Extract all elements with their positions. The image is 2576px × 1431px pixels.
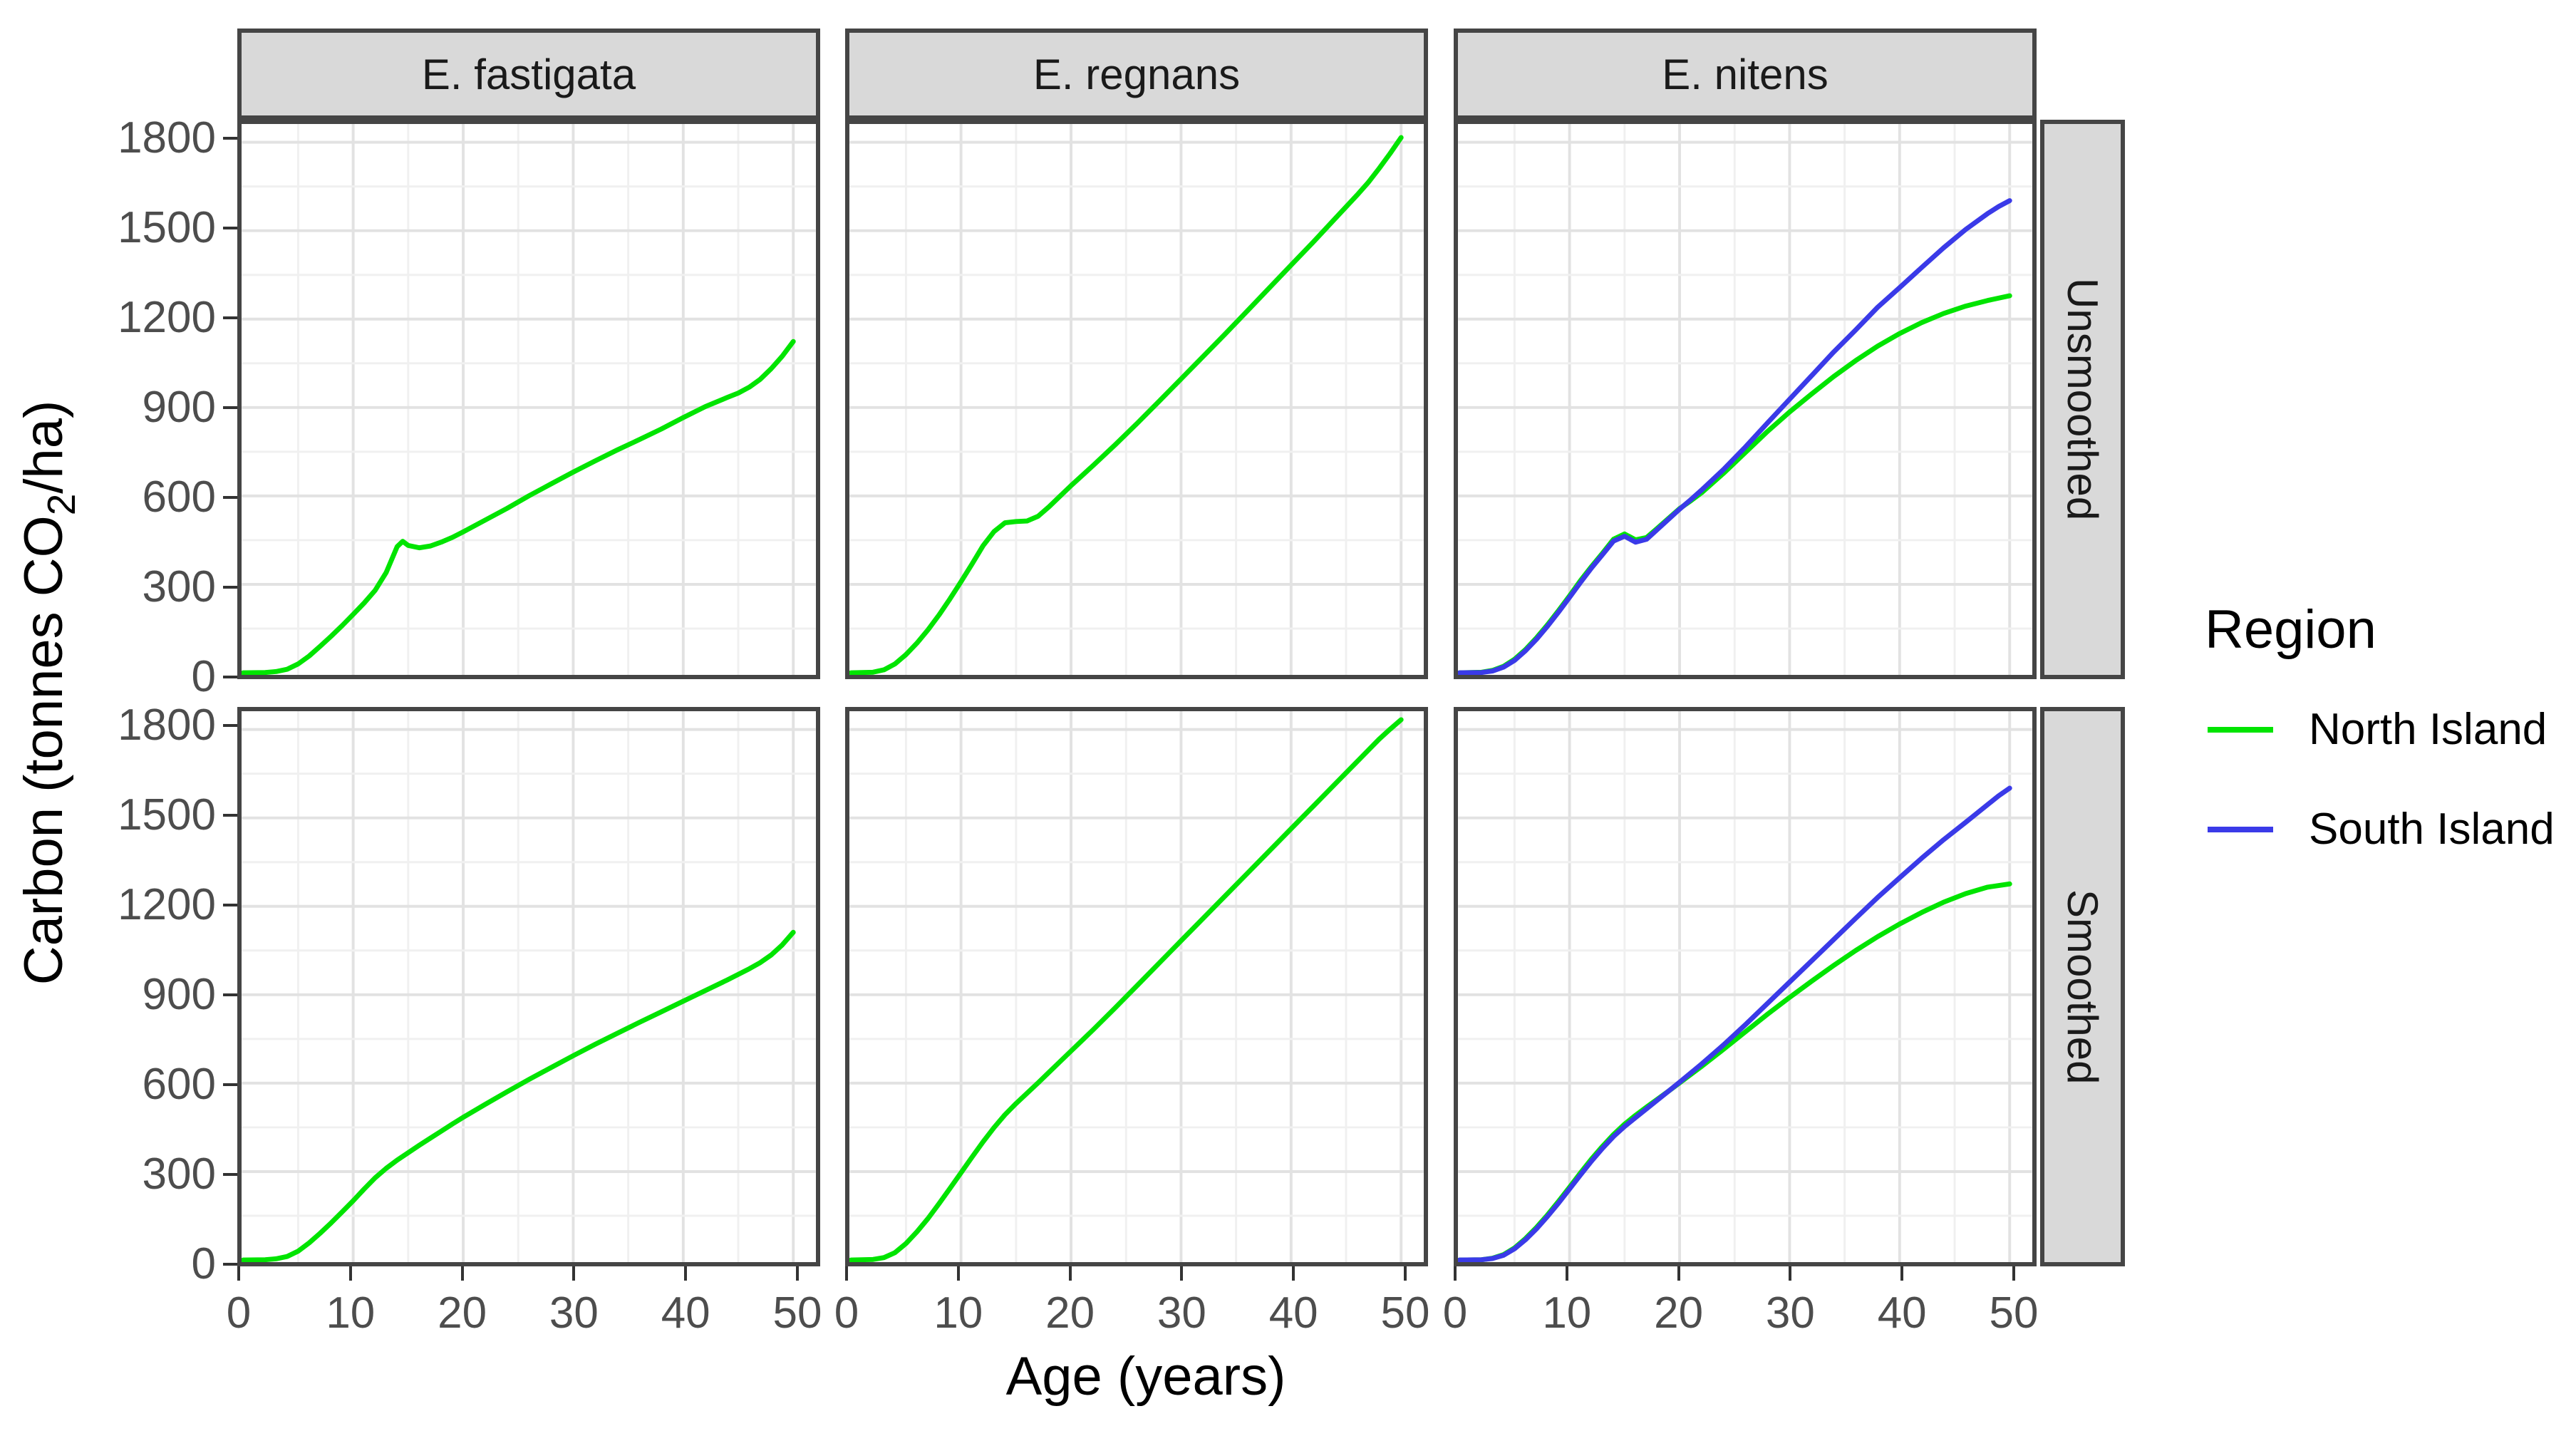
y-tick-label: 600: [142, 1060, 216, 1109]
x-tick-label: 30: [549, 1288, 599, 1338]
x-tick-label: 0: [226, 1288, 252, 1338]
y-tick-label: 300: [142, 562, 216, 611]
x-tick-mark: [1789, 1266, 1792, 1281]
x-tick-label: 50: [1989, 1288, 2039, 1338]
x-tick-label: 10: [1542, 1288, 1592, 1338]
y-tick-label: 1800: [118, 113, 216, 162]
north-island-line-swatch: [2208, 726, 2273, 733]
y-tick-label: 1200: [118, 880, 216, 929]
x-tick-mark: [1565, 1266, 1568, 1281]
legend-title: Region: [2205, 599, 2376, 660]
x-tick-label: 20: [1045, 1288, 1095, 1338]
y-tick-label: 300: [142, 1150, 216, 1199]
y-tick-label: 1500: [118, 203, 216, 252]
x-tick-mark: [237, 1266, 240, 1281]
y-tick-mark: [223, 227, 237, 229]
series-line-north-island: [242, 339, 796, 675]
y-tick-label: 0: [191, 652, 216, 701]
y-tick-mark: [223, 496, 237, 499]
panel-e-fastigata-smoothed: [237, 707, 820, 1266]
y-tick-label: 1500: [118, 790, 216, 840]
south-island-line-swatch: [2208, 826, 2273, 832]
x-tick-mark: [460, 1266, 464, 1281]
y-tick-mark: [223, 586, 237, 589]
x-tick-label: 10: [326, 1288, 376, 1338]
y-tick-label: 0: [191, 1239, 216, 1288]
facet-strip-e-nitens: E. nitens: [1454, 29, 2037, 120]
x-tick-label: 20: [438, 1288, 487, 1338]
x-tick-label: 20: [1654, 1288, 1704, 1338]
y-tick-mark: [223, 1083, 237, 1086]
legend-entry-south-island: South Island: [2195, 804, 2555, 854]
x-tick-mark: [1068, 1266, 1072, 1281]
x-tick-mark: [796, 1266, 799, 1281]
panel-e-regnans-smoothed: [845, 707, 1428, 1266]
x-tick-mark: [845, 1266, 848, 1281]
x-tick-mark: [1292, 1266, 1295, 1281]
y-tick-label: 1200: [118, 293, 216, 342]
x-tick-label: 0: [1442, 1288, 1468, 1338]
y-tick-mark: [223, 406, 237, 409]
x-tick-mark: [1180, 1266, 1184, 1281]
x-tick-mark: [348, 1266, 352, 1281]
y-tick-mark: [223, 137, 237, 140]
y-tick-mark: [223, 1173, 237, 1176]
y-tick-mark: [223, 724, 237, 727]
panel-e-regnans-unsmoothed: [845, 120, 1428, 679]
x-tick-label: 10: [933, 1288, 983, 1338]
y-tick-mark: [223, 993, 237, 996]
x-axis-title: Age (years): [1005, 1346, 1286, 1407]
series-line-north-island: [849, 135, 1404, 675]
facet-strip-smoothed: Smoothed: [2040, 707, 2125, 1266]
x-tick-mark: [2012, 1266, 2015, 1281]
x-tick-label: 40: [661, 1288, 710, 1338]
y-tick-label: 900: [142, 383, 216, 432]
series-line-north-island: [242, 929, 796, 1262]
panel-e-nitens-smoothed: [1454, 707, 2037, 1266]
series-line-north-island: [849, 717, 1404, 1262]
x-tick-mark: [1900, 1266, 1904, 1281]
x-tick-label: 30: [1765, 1288, 1815, 1338]
panel-e-nitens-unsmoothed: [1454, 120, 2037, 679]
y-tick-mark: [223, 1263, 237, 1266]
series-line-south-island: [1458, 198, 2012, 675]
x-tick-mark: [956, 1266, 960, 1281]
y-tick-label: 900: [142, 970, 216, 1019]
legend-label-north-island: North Island: [2309, 705, 2547, 754]
facet-strip-e-fastigata: E. fastigata: [237, 29, 820, 120]
panel-e-fastigata-unsmoothed: [237, 120, 820, 679]
legend-entry-north-island: North Island: [2195, 704, 2547, 755]
y-tick-label: 600: [142, 472, 216, 522]
facet-strip-unsmoothed: Unsmoothed: [2040, 120, 2125, 679]
x-tick-label: 50: [1380, 1288, 1430, 1338]
legend: Region North Island South Island: [2195, 599, 2572, 854]
y-tick-mark: [223, 316, 237, 319]
y-tick-mark: [223, 676, 237, 678]
x-tick-label: 40: [1877, 1288, 1927, 1338]
x-tick-label: 0: [834, 1288, 859, 1338]
x-tick-mark: [1454, 1266, 1457, 1281]
x-tick-label: 40: [1268, 1288, 1318, 1338]
y-tick-mark: [223, 904, 237, 906]
legend-label-south-island: South Island: [2309, 805, 2555, 854]
x-tick-mark: [1677, 1266, 1680, 1281]
x-tick-mark: [572, 1266, 576, 1281]
y-tick-mark: [223, 814, 237, 817]
y-tick-label: 1800: [118, 701, 216, 750]
x-tick-label: 30: [1157, 1288, 1206, 1338]
series-line-south-island: [1458, 785, 2012, 1262]
x-tick-mark: [684, 1266, 688, 1281]
x-tick-label: 50: [772, 1288, 822, 1338]
facet-strip-e-regnans: E. regnans: [845, 29, 1428, 120]
x-tick-mark: [1404, 1266, 1407, 1281]
